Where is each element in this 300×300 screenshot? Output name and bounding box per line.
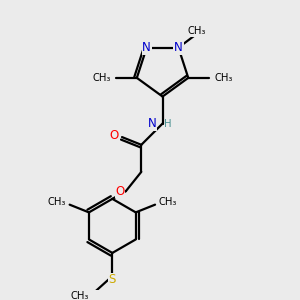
Text: N: N	[148, 117, 157, 130]
Text: S: S	[109, 274, 116, 286]
Text: CH₃: CH₃	[159, 197, 177, 207]
Text: N: N	[174, 41, 183, 54]
Text: CH₃: CH₃	[214, 73, 233, 83]
Text: CH₃: CH₃	[47, 197, 66, 207]
Text: N: N	[142, 41, 151, 54]
Text: CH₃: CH₃	[71, 291, 89, 300]
Text: H: H	[164, 118, 172, 129]
Text: O: O	[110, 129, 119, 142]
Text: CH₃: CH₃	[92, 73, 111, 83]
Text: O: O	[116, 184, 125, 198]
Text: CH₃: CH₃	[188, 26, 206, 36]
